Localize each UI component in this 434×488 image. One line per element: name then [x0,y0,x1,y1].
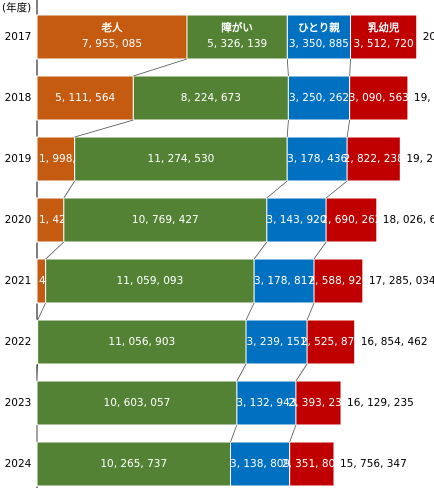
value-label: 3, 178, 436 [287,153,347,165]
y-tick-label: 2023 [5,397,32,409]
connector [295,363,308,382]
value-label: 10, 265, 737 [100,458,167,470]
total-label: 17, 285, 034 [369,275,434,287]
bar-segment [313,258,364,304]
y-tick-label: 2020 [5,214,32,226]
connector [253,241,268,260]
y-tick-label: 2024 [5,458,32,470]
value-label: 2, 393, 235 [288,397,348,409]
value-label: 2, 690, 262 [321,214,381,226]
connector [346,119,351,138]
connector [236,363,247,382]
value-label: 10, 769, 427 [132,214,199,226]
bar-segment [36,136,76,182]
bar-segment [236,380,297,426]
axis-label: (年度) [2,1,31,14]
total-label: 19, 2 [406,153,433,165]
connector [286,119,289,138]
value-label: 5, 111, 564 [55,92,115,104]
value-label: 11, 059, 093 [116,275,183,287]
bar-segment [36,441,232,487]
bar-segment [295,380,342,426]
bar-segment [346,136,401,182]
value-label: 10, 603, 057 [104,397,171,409]
connector [349,58,351,77]
value-label: 3, 138, 809 [230,458,290,470]
connector [306,302,315,321]
total-label: 18, 026, 61 [383,214,434,226]
total-label: 20 [423,31,434,43]
value-label: 8, 224, 673 [181,92,241,104]
bar-segment [132,75,289,121]
y-tick-label: 2019 [5,153,32,165]
value-label: 3, 250, 262 [289,92,349,104]
bar-segment [286,14,352,60]
value-label: 3, 132, 943 [236,397,296,409]
connector [74,119,134,138]
value-label: 2, 822, 238 [344,153,404,165]
bar-segment [325,197,378,243]
total-label: 19, [414,92,431,104]
bar-segment [230,441,291,487]
value-label: 2, 525, 870 [301,336,361,348]
total-label: 15, 756, 347 [340,458,407,470]
connector [37,302,46,321]
value-label: 3, 178, 817 [254,275,314,287]
value-label: 7, 955, 085 [82,38,142,50]
bar-segment [266,197,327,243]
bar-segment [36,380,238,426]
legend-label: ひとり親 [298,21,340,34]
bar-segment [37,319,247,365]
connector [266,180,288,199]
value-label: 3, 143, 920 [266,214,326,226]
bar-segment [74,136,288,182]
connector [245,302,255,321]
bar-segment [306,319,356,365]
value-label: 5, 326, 139 [207,38,267,50]
bar-segment [289,441,335,487]
connector [133,58,188,77]
y-tick-label: 2022 [5,336,32,348]
legend-label: 障がい [221,21,253,34]
connector [286,58,289,77]
y-tick-label: 2021 [5,275,32,287]
connector [289,424,297,443]
value-label: 3, 350, 885 [289,38,349,50]
bar-segment [245,319,308,365]
value-label: 11, 274, 530 [148,153,215,165]
total-label: 16, 854, 462 [361,336,428,348]
connector [63,180,76,199]
y-tick-label: 2018 [5,92,32,104]
bar-segment [350,14,418,60]
total-label: 16, 129, 235 [347,397,414,409]
value-label: 3, 512, 720 [354,38,414,50]
legend-label: 老人 [100,21,122,34]
y-tick-label: 2017 [5,31,32,43]
value-label: 2, 588, 927 [308,275,368,287]
bar-segment [45,258,255,304]
connector [325,180,348,199]
connector [230,424,238,443]
connector [36,363,39,382]
legend-label: 乳幼児 [368,21,400,34]
connector [313,241,327,260]
bar-segment [186,14,288,60]
value-label: 11, 056, 903 [108,336,175,348]
connector [45,241,65,260]
bar-segment [253,258,315,304]
value-label: 3, 090, 563 [349,92,409,104]
value-label: 2, 351, 801 [282,458,342,470]
bar-segment [349,75,409,121]
value-label: 3, 239, 151 [247,336,307,348]
